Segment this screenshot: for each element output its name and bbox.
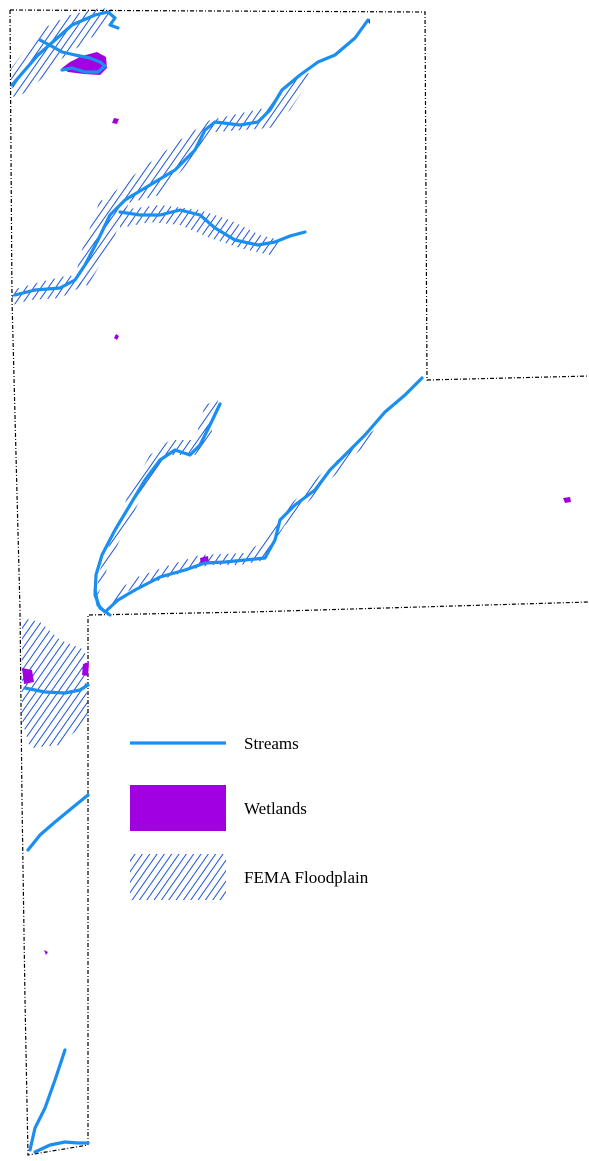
floodplain-layer: [10, 8, 380, 748]
stream-line: [26, 793, 90, 852]
stream-layer: [10, 10, 424, 1154]
stream-line: [93, 402, 222, 617]
wetland-area: [22, 668, 34, 684]
wetland-fill-symbol: [130, 785, 226, 831]
floodplain-area: [95, 400, 218, 600]
boundary-layer: [9, 9, 589, 1156]
floodplain-area: [105, 72, 315, 205]
parcel-boundary: [9, 9, 589, 381]
legend-label-wetlands: Wetlands: [244, 799, 307, 818]
stream-line: [38, 38, 107, 74]
wetland-area: [112, 118, 119, 124]
stream-line: [93, 376, 424, 614]
stream-line: [118, 208, 307, 247]
stream-line: [13, 18, 370, 297]
wetland-area: [114, 334, 119, 340]
floodplain-area: [110, 425, 380, 605]
floodplain-area: [22, 618, 88, 748]
stream-line: [23, 683, 90, 695]
floodplain-area: [120, 205, 280, 255]
stream-line: [10, 10, 120, 87]
legend: Streams Wetlands FEMA Floodplain: [130, 734, 369, 900]
wetland-area: [82, 662, 89, 676]
stream-line: [33, 1140, 90, 1154]
stream-line: [28, 1048, 67, 1152]
wetland-area: [563, 497, 571, 503]
legend-label-floodplain: FEMA Floodplain: [244, 868, 369, 887]
wetland-area: [44, 950, 48, 955]
legend-label-streams: Streams: [244, 734, 299, 753]
floodplain-hatch-symbol: [130, 854, 226, 900]
